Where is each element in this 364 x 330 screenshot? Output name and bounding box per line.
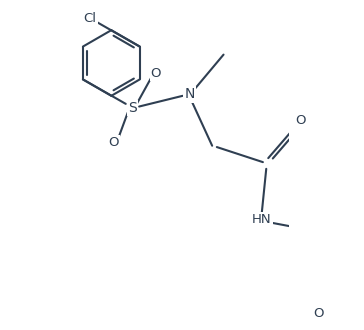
Text: N: N (184, 87, 195, 102)
Text: O: O (313, 307, 324, 319)
Text: O: O (108, 136, 119, 149)
Text: O: O (151, 67, 161, 80)
Text: S: S (128, 101, 137, 115)
Text: Cl: Cl (84, 12, 97, 25)
Text: HN: HN (252, 213, 272, 226)
Text: O: O (295, 114, 306, 127)
